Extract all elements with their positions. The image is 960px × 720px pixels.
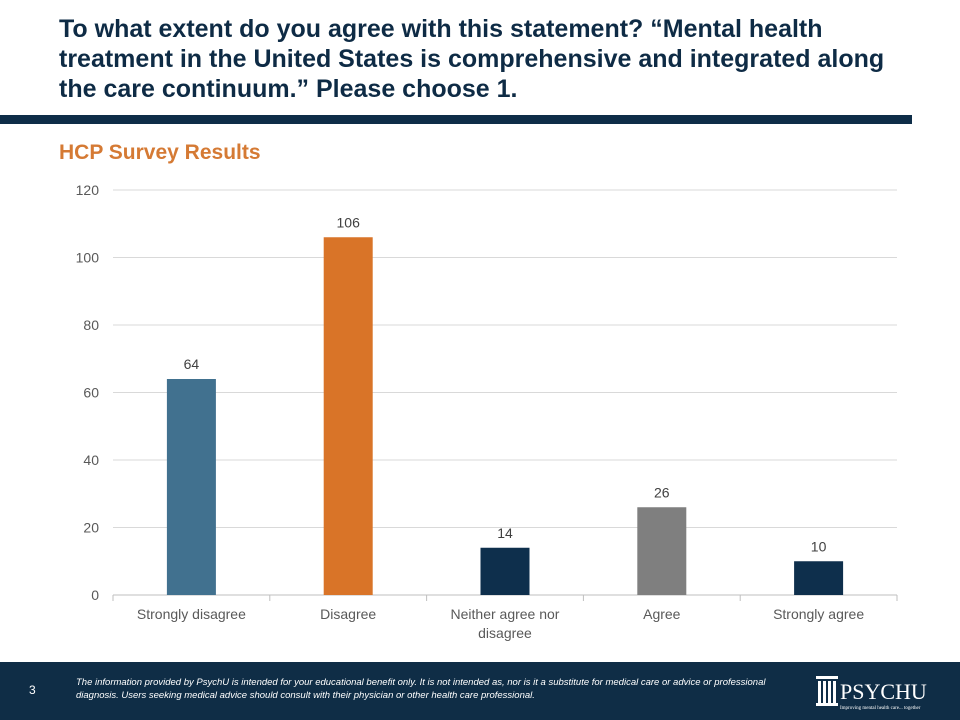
- x-tick-label: disagree: [478, 625, 532, 641]
- disclaimer: The information provided by PsychU is in…: [76, 677, 766, 701]
- y-tick-label: 120: [76, 182, 100, 198]
- title-divider: [0, 115, 912, 124]
- data-label: 26: [654, 484, 670, 500]
- y-tick-label: 100: [76, 250, 100, 266]
- x-tick-label: Strongly disagree: [137, 606, 246, 622]
- data-label: 10: [811, 538, 827, 554]
- bar-strongly-disagree: [166, 379, 216, 595]
- x-tick-label: Strongly agree: [773, 606, 864, 622]
- x-tick-label: Disagree: [320, 606, 376, 622]
- y-tick-label: 0: [91, 587, 99, 603]
- y-tick-label: 40: [83, 452, 99, 468]
- bar-strongly-agree: [794, 561, 844, 595]
- psychu-logo: PSYCHU Improving mental health care... t…: [816, 676, 927, 711]
- page-number: 3: [29, 683, 36, 697]
- y-tick-label: 80: [83, 317, 99, 333]
- data-label: 106: [337, 214, 361, 230]
- x-tick-label: Neither agree nor: [451, 606, 560, 622]
- data-label: 14: [497, 525, 513, 541]
- svg-text:PSYCHU: PSYCHU: [840, 679, 927, 704]
- bar-neither-agree-nor-disagree: [480, 547, 530, 595]
- y-tick-label: 60: [83, 385, 99, 401]
- bar-chart: 0 20 40 60 80 100 120 64 Strongly disagree 106 Dis…: [76, 182, 898, 641]
- slide-title: To what extent do you agree with this st…: [59, 15, 885, 103]
- x-tick-label: Agree: [643, 606, 681, 622]
- svg-text:Improving mental health care..: Improving mental health care... together: [840, 706, 921, 711]
- y-tick-label: 20: [83, 520, 99, 536]
- footer: 3 The information provided by PsychU is …: [0, 662, 960, 720]
- chart-subtitle: HCP Survey Results: [59, 141, 261, 164]
- bar-agree: [637, 507, 687, 595]
- data-label: 64: [184, 356, 200, 372]
- bar-disagree: [323, 237, 373, 595]
